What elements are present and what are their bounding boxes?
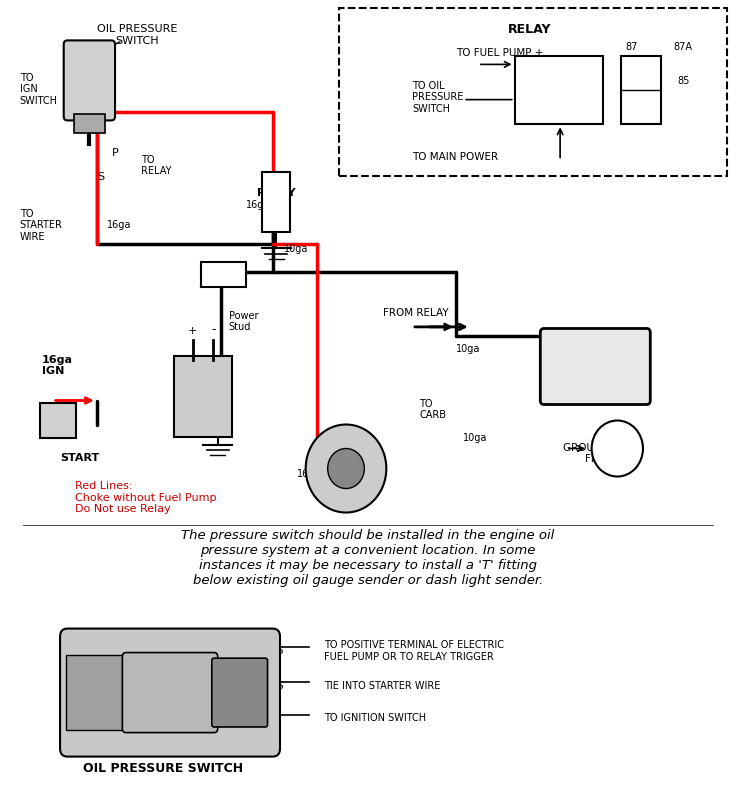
Text: TO
CARB: TO CARB	[420, 399, 446, 419]
FancyBboxPatch shape	[212, 658, 268, 727]
FancyBboxPatch shape	[66, 655, 127, 731]
Text: P: P	[277, 648, 283, 658]
Text: 16ga: 16ga	[42, 424, 66, 434]
Text: P: P	[112, 148, 118, 158]
FancyBboxPatch shape	[174, 357, 233, 437]
Text: OIL PRESSURE SWITCH: OIL PRESSURE SWITCH	[82, 760, 243, 774]
Text: TIE INTO STARTER WIRE: TIE INTO STARTER WIRE	[324, 680, 440, 690]
Text: Carb Choke
Housing: Carb Choke Housing	[316, 486, 376, 508]
Text: 4ga: 4ga	[190, 368, 208, 378]
Text: 16ga
IGN: 16ga IGN	[42, 354, 73, 376]
Text: 87A: 87A	[673, 42, 693, 52]
Text: 16ga: 16ga	[246, 200, 270, 210]
Text: OIL PRESSURE
SWITCH: OIL PRESSURE SWITCH	[97, 24, 177, 46]
Text: 10ga: 10ga	[283, 244, 308, 254]
Text: TO POSITIVE TERMINAL OF ELECTRIC
FUEL PUMP OR TO RELAY TRIGGER: TO POSITIVE TERMINAL OF ELECTRIC FUEL PU…	[324, 639, 504, 661]
Text: The pressure switch should be installed in the engine oil
pressure system at a c: The pressure switch should be installed …	[181, 528, 555, 585]
Text: TO
IGN
SWITCH: TO IGN SWITCH	[20, 73, 57, 106]
FancyBboxPatch shape	[540, 329, 651, 405]
Text: S: S	[277, 680, 283, 690]
Bar	[621, 57, 661, 125]
Text: I: I	[99, 124, 102, 134]
Text: TO FUEL PUMP +: TO FUEL PUMP +	[456, 48, 543, 59]
Text: I: I	[275, 711, 278, 722]
Circle shape	[305, 425, 386, 513]
Text: -: -	[211, 322, 216, 335]
Text: RELAY: RELAY	[508, 23, 551, 36]
Text: 86: 86	[626, 64, 638, 75]
Text: TO
STARTER
WIRE: TO STARTER WIRE	[20, 209, 63, 241]
Text: Red Lines:
Choke without Fuel Pump
Do Not use Relay: Red Lines: Choke without Fuel Pump Do No…	[75, 480, 216, 513]
FancyBboxPatch shape	[60, 629, 280, 756]
Text: TO
RELAY: TO RELAY	[141, 155, 171, 176]
Bar	[262, 173, 289, 233]
Text: 16ga: 16ga	[107, 221, 131, 230]
Text: 30A Fuse: 30A Fuse	[199, 280, 247, 290]
FancyBboxPatch shape	[122, 653, 218, 733]
Text: TO IGNITION SWITCH: TO IGNITION SWITCH	[324, 711, 426, 722]
Text: START: START	[60, 452, 99, 462]
Text: 10ga: 10ga	[464, 432, 488, 442]
FancyBboxPatch shape	[40, 403, 77, 439]
Circle shape	[328, 449, 364, 489]
Text: 16ga: 16ga	[297, 468, 322, 478]
Text: GROUNDED TO
FRAME: GROUNDED TO FRAME	[563, 442, 642, 464]
FancyBboxPatch shape	[64, 42, 115, 121]
Bar	[514, 57, 603, 125]
FancyBboxPatch shape	[74, 115, 105, 134]
Text: TO OIL
PRESSURE
SWITCH: TO OIL PRESSURE SWITCH	[412, 81, 464, 114]
Text: 85: 85	[677, 76, 690, 87]
Circle shape	[592, 421, 643, 477]
Text: 30: 30	[633, 102, 645, 111]
Text: Power
Stud: Power Stud	[229, 310, 258, 332]
Text: 10ga: 10ga	[456, 344, 481, 354]
Text: FUEL
PUMP: FUEL PUMP	[567, 343, 608, 371]
Text: +: +	[188, 326, 197, 335]
Text: S: S	[97, 172, 104, 182]
Text: FROM RELAY: FROM RELAY	[383, 308, 448, 318]
Text: 87: 87	[626, 42, 638, 52]
Text: RELAY: RELAY	[257, 188, 296, 198]
Text: TO MAIN POWER: TO MAIN POWER	[412, 152, 498, 162]
FancyBboxPatch shape	[201, 263, 246, 287]
